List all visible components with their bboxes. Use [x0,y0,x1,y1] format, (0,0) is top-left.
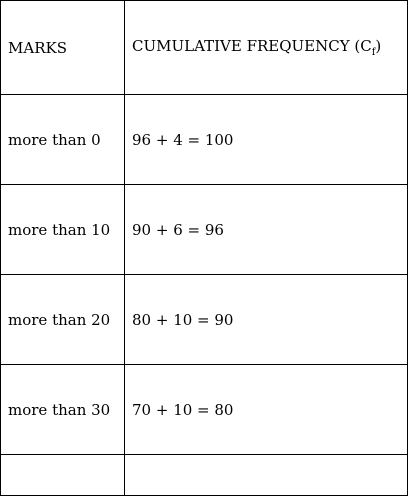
header-cumulative-frequency: CUMULATIVE FREQUENCY (Cf) [124,0,408,95]
table-row: more than 30 70 + 10 = 80 [0,364,408,455]
header-cf-label: CUMULATIVE FREQUENCY (C [132,37,372,55]
marks-cell: more than 10 [0,184,125,275]
cf-cell: 90 + 6 = 96 [124,184,408,275]
header-marks: MARKS [0,0,125,95]
table-row: more than 10 90 + 6 = 96 [0,184,408,275]
table-header-row: MARKS CUMULATIVE FREQUENCY (Cf) [0,0,408,95]
table-row: more than 0 96 + 4 = 100 [0,94,408,185]
header-cf-subscript: f [371,47,376,58]
marks-cell: more than 0 [0,94,125,185]
header-cf-close: ) [375,37,382,55]
cf-cell: 70 + 10 = 80 [124,364,408,455]
cf-cell: 96 + 4 = 100 [124,94,408,185]
cf-cell-empty [124,454,408,496]
table-row-partial [0,454,408,496]
marks-cell: more than 20 [0,274,125,365]
marks-cell: more than 30 [0,364,125,455]
marks-cell-empty [0,454,125,496]
cf-cell: 80 + 10 = 90 [124,274,408,365]
table-row: more than 20 80 + 10 = 90 [0,274,408,365]
